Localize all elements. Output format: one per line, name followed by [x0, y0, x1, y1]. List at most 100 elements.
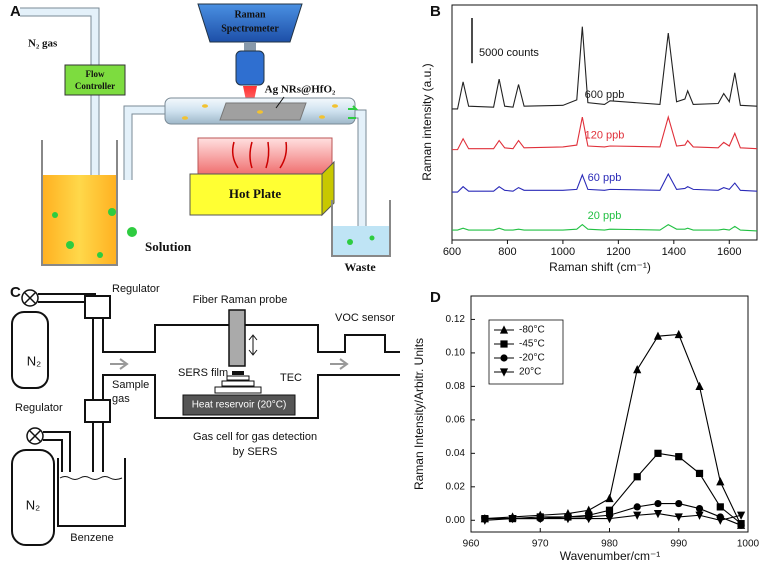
- film-label: SERS film: [178, 367, 228, 379]
- regulator-label: Regulator: [15, 402, 63, 414]
- cylinder: [11, 449, 55, 546]
- marker: [605, 515, 614, 524]
- diagram-a: A Raman Spectrometer Ag NRs@HfO₂ Hot Pla…: [10, 3, 391, 274]
- reservoir-label: Heat reservoir (20°C): [192, 400, 287, 411]
- substrate: [219, 102, 307, 121]
- valve: [28, 429, 42, 443]
- y-tick-label: 0.12: [446, 314, 466, 325]
- x-axis-title: Wavenumber/cm⁻¹: [560, 549, 661, 563]
- marker: [716, 477, 725, 486]
- marker: [675, 453, 683, 461]
- marker: [716, 503, 724, 511]
- x-tick-label: 1000: [551, 246, 575, 258]
- series-line: [452, 115, 758, 151]
- panel-label: B: [430, 3, 441, 20]
- tec-layer: [226, 375, 250, 381]
- x-tick-label: 1000: [737, 539, 760, 550]
- x-axis-title: Raman shift (cm⁻¹): [549, 260, 651, 274]
- gas-cell: [102, 318, 400, 353]
- legend-marker: [499, 368, 509, 377]
- marker: [695, 469, 704, 478]
- marker: [695, 504, 704, 513]
- marker: [633, 511, 642, 520]
- marker: [695, 381, 704, 390]
- tec-layer: [214, 386, 262, 394]
- gas-label: N₂: [27, 353, 41, 368]
- beaker: [57, 458, 126, 527]
- spectrometer-label: Spectrometer: [221, 23, 279, 34]
- pipe: [355, 110, 366, 232]
- motion-arrow: [248, 334, 258, 356]
- series-line: [452, 26, 758, 110]
- flow-arrow: [110, 358, 129, 370]
- x-tick-label: 800: [498, 246, 516, 258]
- series-line: [484, 513, 742, 521]
- controller-label: Controller: [75, 81, 115, 91]
- y-tick-label: 0.10: [446, 348, 466, 359]
- marker: [584, 515, 593, 524]
- plot-frame: [451, 4, 758, 241]
- legend-label: -45°C: [519, 339, 545, 350]
- marker: [653, 509, 663, 519]
- marker: [605, 506, 614, 514]
- heat-arrows: [231, 141, 288, 169]
- marker: [654, 499, 662, 508]
- panel-label: C: [10, 284, 21, 301]
- flow-arrow: [348, 105, 359, 119]
- panel-label: A: [10, 3, 21, 20]
- legend-label: -80°C: [519, 325, 545, 336]
- legend-marker: [500, 340, 508, 348]
- waste-label: Waste: [344, 260, 376, 274]
- marker: [508, 515, 517, 524]
- spectrometer-label: Raman: [234, 9, 266, 20]
- marker: [633, 365, 642, 374]
- marker: [716, 516, 725, 525]
- y-tick-label: 0.04: [446, 448, 466, 459]
- y-tick-label: 0.00: [446, 515, 466, 526]
- series-line: [452, 172, 758, 193]
- diagram-c: C N₂ Regulator VOC sensor Sample gas Fib…: [10, 283, 400, 546]
- leader: [275, 96, 285, 109]
- series-line: [484, 333, 742, 526]
- pipe: [124, 106, 165, 180]
- marker: [653, 331, 663, 340]
- sample-gas-label: Sample: [112, 379, 149, 391]
- legend-box: [488, 319, 564, 385]
- tec-label: TEC: [280, 372, 302, 384]
- hot-plate-top: [197, 137, 333, 175]
- marker: [633, 503, 641, 511]
- marker: [480, 516, 489, 525]
- marker: [536, 515, 545, 524]
- series-label: 120 ppb: [585, 130, 625, 142]
- x-tick-label: 980: [601, 539, 618, 550]
- cylinder: [11, 311, 49, 389]
- probe-label: Fiber Raman probe: [193, 294, 288, 306]
- particles: [182, 104, 338, 120]
- marker: [674, 513, 683, 522]
- beaker: [331, 200, 391, 257]
- cell-label: Gas cell for gas detection: [193, 431, 317, 443]
- panel-label: D: [430, 289, 441, 306]
- legend-marker: [499, 325, 509, 334]
- y-axis-title: Raman intensity (a.u.): [420, 63, 434, 180]
- series-label: 600 ppb: [585, 89, 625, 101]
- y-tick-label: 0.02: [446, 481, 466, 492]
- series-label: 60 ppb: [588, 172, 622, 184]
- hot-plate-label: Hot Plate: [229, 186, 282, 201]
- solution-label: Solution: [145, 239, 192, 254]
- marker: [633, 473, 641, 481]
- x-tick-label: 970: [532, 539, 549, 550]
- substrate-label: Ag NRs@HfO₂: [265, 84, 336, 96]
- tec-layer: [221, 380, 255, 387]
- series-line: [484, 452, 742, 525]
- cell-label: by SERS: [233, 446, 278, 458]
- regulator-label: Regulator: [112, 283, 160, 295]
- spectrometer: [197, 3, 303, 43]
- legend-label: 20°C: [519, 367, 541, 378]
- marker: [675, 499, 683, 508]
- scale-bar-label: 5000 counts: [479, 47, 539, 59]
- gas-label: N₂ gas: [28, 38, 58, 50]
- regulator: [84, 295, 111, 319]
- y-tick-label: 0.08: [446, 381, 466, 392]
